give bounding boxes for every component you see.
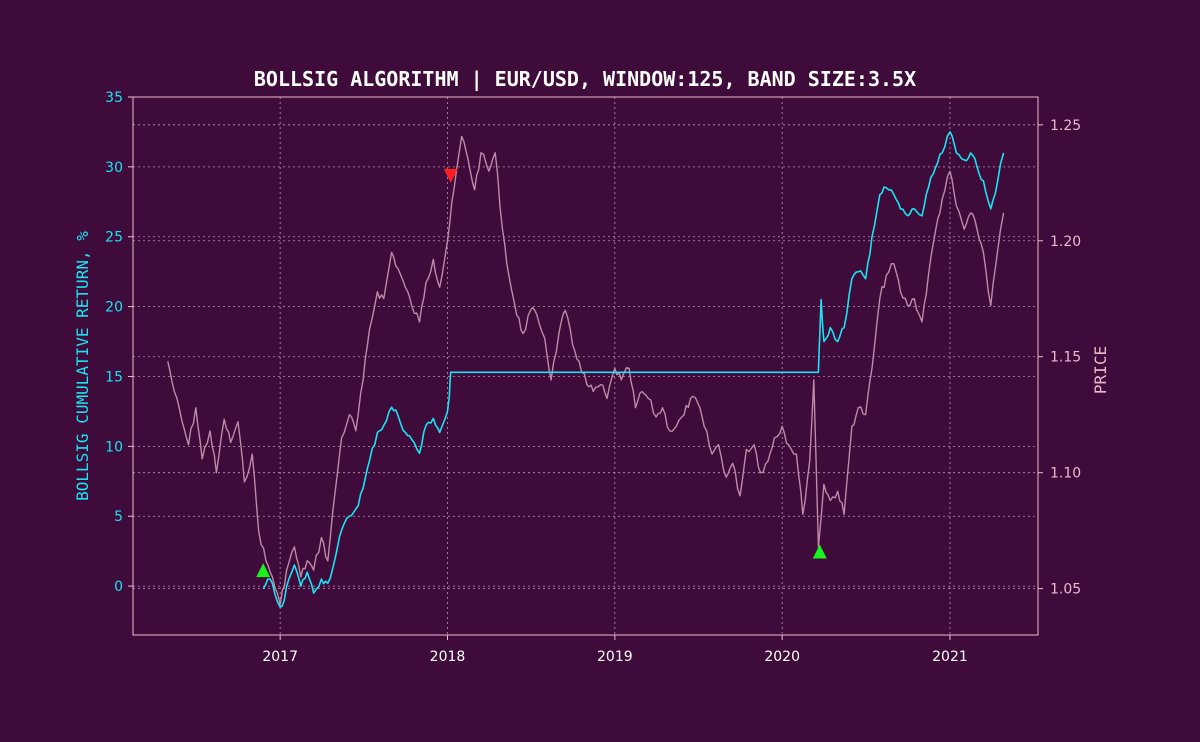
y2-tick-label: 1.05 bbox=[1050, 582, 1081, 598]
y-tick-label: 0 bbox=[114, 579, 123, 595]
sell-marker bbox=[443, 168, 458, 183]
buy-marker bbox=[256, 563, 271, 578]
y2-tick-label: 1.10 bbox=[1050, 466, 1081, 482]
y2-tick-label: 1.15 bbox=[1050, 350, 1081, 366]
y2-tick-label: 1.20 bbox=[1050, 234, 1081, 250]
price-series bbox=[167, 135, 1005, 606]
y-tick-label: 10 bbox=[105, 439, 123, 455]
axis-ticks: 2017 2018 2019 2020 2021 0 5 10 15 20 25 30 35 1.05 1.… bbox=[105, 90, 1081, 665]
trade-markers bbox=[256, 168, 827, 578]
price-line bbox=[167, 135, 1005, 606]
y2-tick-label: 1.25 bbox=[1050, 118, 1081, 134]
y-tick-label: 25 bbox=[105, 230, 123, 246]
y-tick-label: 15 bbox=[105, 369, 123, 385]
buy-marker bbox=[812, 544, 827, 559]
left-axis-title: BOLLSIG CUMULATIVE RETURN, % bbox=[73, 231, 92, 501]
x-tick-label: 2017 bbox=[262, 649, 298, 665]
y-tick-label: 20 bbox=[105, 300, 123, 316]
x-tick-label: 2020 bbox=[764, 649, 800, 665]
chart-title: BOLLSIG ALGORITHM | EUR/USD, WINDOW:125,… bbox=[254, 67, 916, 91]
x-tick-label: 2019 bbox=[597, 649, 633, 665]
right-axis-title: PRICE bbox=[1091, 346, 1110, 394]
y-tick-label: 30 bbox=[105, 160, 123, 176]
return-line bbox=[262, 131, 1005, 608]
x-tick-label: 2018 bbox=[430, 649, 466, 665]
grid bbox=[133, 96, 1038, 635]
y-tick-label: 5 bbox=[114, 509, 123, 525]
plot-frame bbox=[132, 96, 1039, 636]
y-tick-label: 35 bbox=[105, 90, 123, 106]
return-series bbox=[262, 131, 1005, 608]
x-tick-label: 2021 bbox=[932, 649, 968, 665]
